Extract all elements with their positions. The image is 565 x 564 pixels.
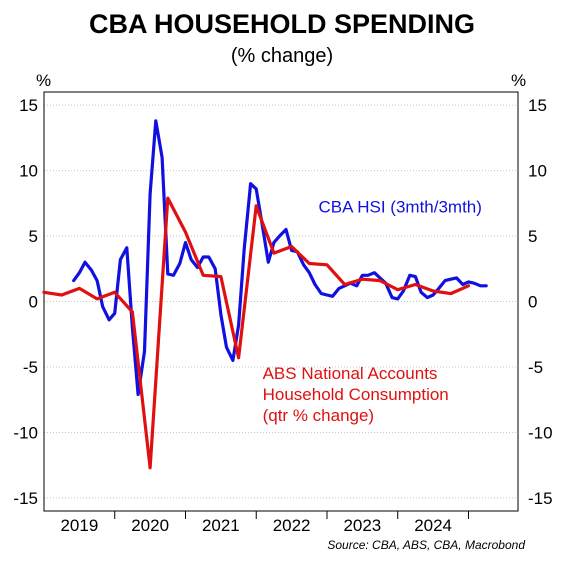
x-tick-label: 2019 bbox=[60, 516, 98, 535]
annotation-cba-hsi: CBA HSI (3mth/3mth) bbox=[318, 197, 481, 216]
y-tick-label-right: -5 bbox=[528, 358, 543, 377]
y-unit-right: % bbox=[511, 71, 526, 90]
x-tick-label: 2023 bbox=[343, 516, 381, 535]
x-tick-label: 2021 bbox=[202, 516, 240, 535]
y-tick-label-right: 10 bbox=[528, 162, 547, 181]
plot-frame bbox=[43, 91, 519, 512]
series-line-cba-hsi bbox=[72, 119, 488, 397]
y-tick-label-left: 0 bbox=[29, 293, 38, 312]
y-unit-left: % bbox=[36, 71, 51, 90]
axis-ticks: 15 15 10 10 5 5 0 0 -5 -5 -10 -10 -15 -15 2019 2020 2021… bbox=[13, 96, 552, 535]
annotation-abs-consumption: Household Consumption bbox=[263, 385, 449, 404]
x-tick-label: 2020 bbox=[131, 516, 169, 535]
chart-title: CBA HOUSEHOLD SPENDING bbox=[89, 9, 475, 39]
y-tick-label-right: 15 bbox=[528, 96, 547, 115]
y-tick-label-right: 0 bbox=[528, 293, 537, 312]
y-tick-label-left: -5 bbox=[23, 358, 38, 377]
annotation-abs-consumption: ABS National Accounts bbox=[263, 364, 438, 383]
x-tick-label: 2024 bbox=[414, 516, 452, 535]
y-tick-label-left: 5 bbox=[29, 227, 38, 246]
y-tick-label-right: -10 bbox=[528, 423, 553, 442]
y-tick-label-left: 10 bbox=[19, 162, 38, 181]
y-tick-label-left: -10 bbox=[13, 423, 38, 442]
annotations: CBA HSI (3mth/3mth) ABS National Accounts… bbox=[263, 197, 482, 424]
series-lines bbox=[42, 119, 488, 470]
y-tick-label-left: -15 bbox=[13, 489, 38, 508]
x-tick-label: 2022 bbox=[273, 516, 311, 535]
annotation-abs-consumption: (qtr % change) bbox=[263, 406, 375, 425]
source-note: Source: CBA, ABS, CBA, Macrobond bbox=[327, 538, 525, 552]
y-tick-label-left: 15 bbox=[19, 96, 38, 115]
chart-subtitle: (% change) bbox=[231, 45, 333, 67]
y-tick-label-right: 5 bbox=[528, 227, 537, 246]
y-tick-label-right: -15 bbox=[528, 489, 553, 508]
series-line-abs-consumption bbox=[42, 196, 471, 470]
